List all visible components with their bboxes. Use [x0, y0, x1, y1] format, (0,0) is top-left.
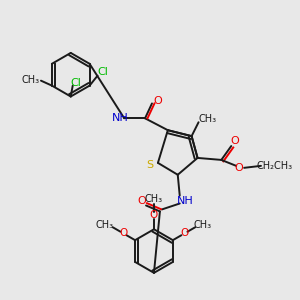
- Text: CH₃: CH₃: [22, 75, 40, 85]
- Text: CH₃: CH₃: [198, 114, 217, 124]
- Text: NH: NH: [177, 196, 194, 206]
- Text: CH₃: CH₃: [145, 194, 163, 203]
- Text: CH₃: CH₃: [96, 220, 114, 230]
- Text: O: O: [235, 163, 244, 173]
- Text: CH₂CH₃: CH₂CH₃: [257, 161, 293, 171]
- Text: O: O: [138, 196, 146, 206]
- Text: Cl: Cl: [97, 67, 108, 77]
- Text: O: O: [181, 228, 189, 238]
- Text: CH₃: CH₃: [194, 220, 212, 230]
- Text: NH: NH: [112, 113, 129, 123]
- Text: Cl: Cl: [70, 78, 81, 88]
- Text: O: O: [119, 228, 127, 238]
- Text: S: S: [146, 160, 154, 170]
- Text: O: O: [154, 97, 162, 106]
- Text: O: O: [231, 136, 240, 146]
- Text: O: O: [150, 210, 158, 220]
